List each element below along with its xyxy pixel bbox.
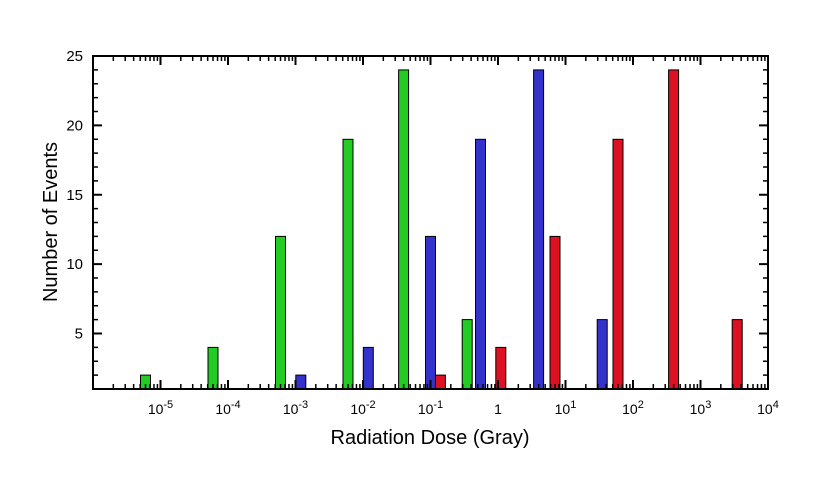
bar — [596, 319, 608, 390]
tick-labels-layer: 10-5 10-4 10-3 10-2 10-1 1 101 102 103 104 5 10 15 20… — [66, 48, 779, 417]
y-tick-label: 20 — [66, 117, 83, 134]
y-tick-label: 5 — [75, 326, 83, 343]
bar — [731, 319, 743, 390]
x-tick-label: 103 — [690, 399, 712, 417]
y-tick-label: 15 — [66, 187, 83, 204]
bar — [668, 69, 680, 390]
x-axis-label: Radiation Dose (Gray) — [331, 427, 530, 449]
x-tick-label: 10-2 — [350, 399, 375, 417]
y-axis-label: Number of Events — [40, 142, 62, 302]
bar — [533, 69, 545, 390]
x-tick-label: 10-4 — [215, 399, 240, 417]
bar — [475, 138, 486, 390]
y-tick-label: 10 — [66, 256, 83, 273]
ticks-layer — [92, 55, 769, 390]
y-tick-label: 25 — [66, 48, 83, 65]
bar — [549, 235, 561, 390]
bar — [342, 138, 354, 390]
x-tick-label: 101 — [555, 399, 577, 417]
bar — [362, 346, 374, 390]
x-tick-label: 104 — [757, 399, 779, 417]
bar — [275, 235, 286, 390]
x-tick-label: 10-1 — [418, 399, 443, 417]
bar — [398, 69, 410, 390]
bar — [425, 235, 436, 390]
bar — [207, 346, 219, 390]
bar — [612, 138, 624, 390]
bar — [461, 319, 473, 390]
x-tick-label: 102 — [622, 399, 644, 417]
bar — [295, 374, 307, 390]
bar — [434, 374, 446, 390]
x-tick-label: 10-5 — [148, 399, 173, 417]
x-tick-label: 10-3 — [283, 399, 308, 417]
x-tick-label: 1 — [494, 401, 502, 417]
bars-layer — [140, 69, 743, 390]
